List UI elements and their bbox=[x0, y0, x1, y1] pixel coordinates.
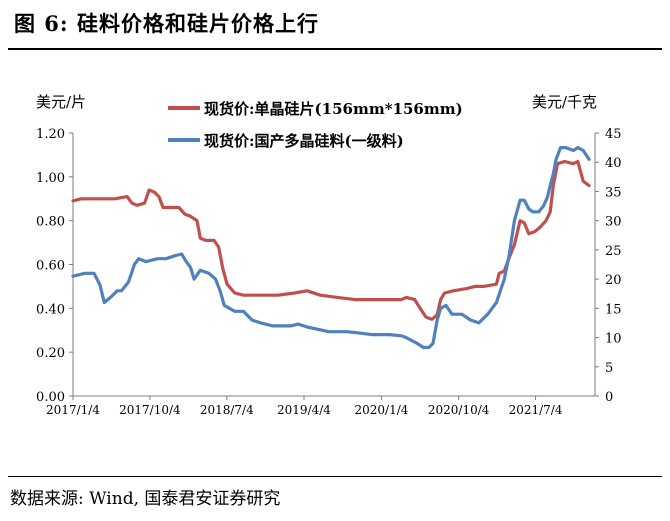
left-tick-label: 0.40 bbox=[36, 302, 65, 317]
left-tick-label: 1.20 bbox=[36, 127, 65, 142]
left-tick-label: 0.00 bbox=[36, 390, 65, 405]
right-tick-label: 45 bbox=[605, 127, 622, 142]
right-tick-label: 40 bbox=[605, 156, 622, 171]
figure-title: 图 6: 硅料价格和硅片价格上行 bbox=[14, 11, 319, 36]
right-tick-label: 15 bbox=[605, 302, 622, 317]
right-tick-label: 0 bbox=[605, 390, 613, 405]
right-tick-label: 20 bbox=[605, 273, 622, 288]
right-tick-label: 5 bbox=[605, 361, 613, 376]
series-line-silicon bbox=[71, 146, 591, 350]
left-axis-unit: 美元/片 bbox=[36, 93, 86, 111]
x-tick-label: 2017/1/4 bbox=[46, 403, 100, 417]
x-tick-label: 2018/7/4 bbox=[200, 403, 254, 417]
left-tick-label: 0.20 bbox=[36, 346, 65, 361]
x-tick-label: 2019/4/4 bbox=[277, 403, 331, 417]
right-tick-label: 10 bbox=[605, 332, 622, 347]
chart: 美元/片 美元/千克 现货价:单晶硅片(156mm*156mm) 现货价:国产多… bbox=[36, 93, 622, 417]
source-rule bbox=[8, 476, 662, 477]
legend-label-wafer: 现货价:单晶硅片(156mm*156mm) bbox=[204, 100, 463, 118]
x-tick-label: 2021/7/4 bbox=[509, 403, 563, 417]
left-tick-label: 0.80 bbox=[36, 215, 65, 230]
legend-label-silicon: 现货价:国产多晶硅料(一级料) bbox=[204, 132, 404, 150]
left-tick-label: 1.00 bbox=[36, 171, 65, 186]
series-lines bbox=[71, 146, 591, 350]
source-note: 数据来源: Wind, 国泰君安证券研究 bbox=[10, 489, 281, 509]
right-tick-labels: 0 5 10 15 20 25 30 35 40 45 bbox=[595, 127, 622, 405]
right-tick-label: 35 bbox=[605, 185, 622, 200]
axes bbox=[72, 133, 596, 397]
legend: 现货价:单晶硅片(156mm*156mm) 现货价:国产多晶硅料(一级料) bbox=[168, 100, 463, 150]
right-axis-unit: 美元/千克 bbox=[532, 93, 597, 111]
x-tick-label: 2020/10/4 bbox=[428, 403, 490, 417]
x-tick-label: 2020/1/4 bbox=[355, 403, 409, 417]
series-line-wafer bbox=[71, 159, 591, 321]
x-tick-label: 2017/10/4 bbox=[119, 403, 181, 417]
title-rule bbox=[8, 48, 662, 50]
right-tick-label: 30 bbox=[605, 215, 622, 230]
left-tick-labels: 0.00 0.20 0.40 0.60 0.80 1.00 1.20 bbox=[36, 127, 73, 405]
x-tick-labels: 2017/1/4 2017/10/4 2018/7/4 2019/4/4 2020/1/… bbox=[46, 396, 563, 417]
left-tick-label: 0.60 bbox=[36, 259, 65, 274]
right-tick-label: 25 bbox=[605, 244, 622, 259]
